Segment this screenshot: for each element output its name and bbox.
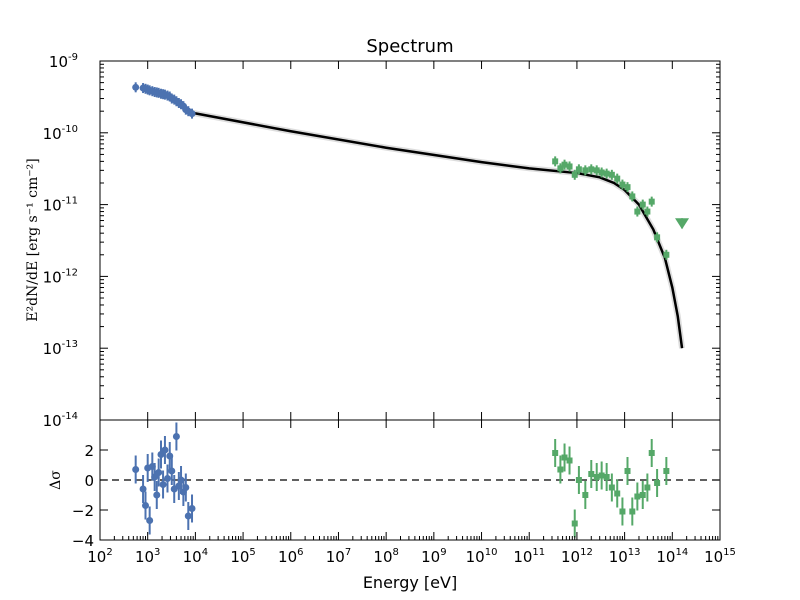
residual-point: [571, 520, 578, 527]
residual-point: [146, 517, 154, 524]
residual-point: [153, 491, 161, 499]
residual-y-tick-label: −2: [72, 502, 94, 520]
residual-point: [552, 450, 559, 456]
residual-point: [155, 469, 163, 476]
residual-y-axis-label: Δσ: [48, 470, 64, 490]
y-tick-label: 10-12: [43, 267, 78, 286]
residual-point: [654, 480, 661, 486]
residual-point: [598, 472, 605, 479]
x-tick-label: 106: [278, 547, 303, 566]
data-point: [593, 167, 600, 174]
data-point: [644, 208, 651, 215]
x-tick-label: 1014: [656, 547, 688, 566]
residual-panel: −4 −2 0 2 102 103 104 105 106 107 108 109 1010 1011 10…: [72, 419, 736, 566]
residual-point: [619, 508, 626, 515]
y-tick-label: 10-14: [43, 411, 78, 430]
residual-point: [142, 502, 150, 509]
residual-point: [608, 484, 615, 491]
y-tick-label: 10-13: [43, 339, 78, 358]
residual-point: [575, 477, 582, 483]
residual-point: [163, 475, 171, 482]
data-point: [603, 170, 610, 177]
x-tick-label: 103: [135, 547, 160, 566]
data-point: [588, 166, 595, 173]
residual-point: [161, 446, 169, 454]
residual-point: [188, 505, 196, 512]
residual-point: [566, 457, 573, 464]
residual-point: [634, 493, 641, 500]
data-point: [552, 158, 559, 165]
residual-point: [182, 484, 190, 491]
x-tick-label: 107: [326, 547, 351, 566]
residual-point: [614, 490, 621, 497]
data-point: [639, 201, 646, 208]
data-point: [188, 110, 196, 118]
residual-point: [624, 468, 631, 474]
residual-point: [172, 433, 180, 440]
residual-point: [644, 484, 651, 491]
x-tick-label: 1010: [466, 547, 498, 566]
data-point: [663, 251, 670, 258]
chart-title: Spectrum: [366, 36, 453, 57]
data-point: [629, 193, 636, 200]
data-point: [648, 198, 655, 205]
data-point: [575, 166, 582, 173]
residual-y-tick-label: 0: [84, 472, 94, 490]
y-axis-label: E²dN/dE [erg s⁻¹ cm⁻²]: [25, 158, 41, 321]
x-axis-label: Energy [eV]: [363, 573, 457, 592]
residual-point: [139, 485, 147, 493]
model-curve: [191, 111, 684, 349]
residual-point: [159, 481, 167, 488]
data-point: [132, 83, 140, 91]
x-tick-label: 109: [421, 547, 446, 566]
residual-point: [582, 492, 589, 498]
residual-point: [557, 466, 564, 473]
x-tick-label: 1015: [704, 547, 736, 566]
x-tick-label: 102: [87, 547, 112, 566]
data-point: [561, 161, 568, 168]
x-tick-label: 1011: [513, 547, 545, 566]
residual-point: [603, 474, 610, 480]
upper-limit-marker: [675, 218, 690, 230]
residual-point: [168, 467, 176, 475]
residual-point: [561, 454, 568, 461]
residual-point: [663, 468, 670, 474]
y-tick-label: 10-11: [43, 196, 78, 215]
residual-point: [639, 492, 646, 498]
residual-point: [593, 474, 600, 480]
x-tick-label: 1013: [609, 547, 641, 566]
residual-point: [588, 471, 595, 477]
data-point: [582, 167, 589, 174]
data-point: [619, 181, 626, 188]
data-point: [608, 171, 615, 178]
residual-point: [648, 450, 655, 456]
residual-point: [151, 473, 159, 481]
x-tick-label: 104: [183, 547, 208, 566]
residual-y-tick-label: −4: [72, 532, 94, 550]
spectrum-panel: 10-14 10-13 10-12 10-11 10-10 10-9: [43, 52, 721, 430]
x-tick-label: 1012: [561, 547, 593, 566]
x-tick-label: 105: [230, 547, 255, 566]
residual-point: [629, 508, 636, 515]
data-point: [571, 171, 578, 178]
residual-point: [157, 451, 165, 458]
residual-point: [132, 466, 140, 473]
data-point: [624, 184, 631, 191]
y-tick-label: 10-10: [43, 124, 78, 143]
y-tick-label: 10-9: [49, 52, 78, 71]
residual-y-tick-label: 2: [84, 442, 94, 460]
data-point: [654, 234, 661, 241]
residual-point: [184, 512, 192, 520]
data-point: [634, 208, 641, 215]
x-tick-label: 108: [373, 547, 398, 566]
data-point: [598, 169, 605, 176]
data-point: [566, 163, 573, 170]
data-point: [557, 165, 564, 172]
data-point: [614, 175, 621, 182]
